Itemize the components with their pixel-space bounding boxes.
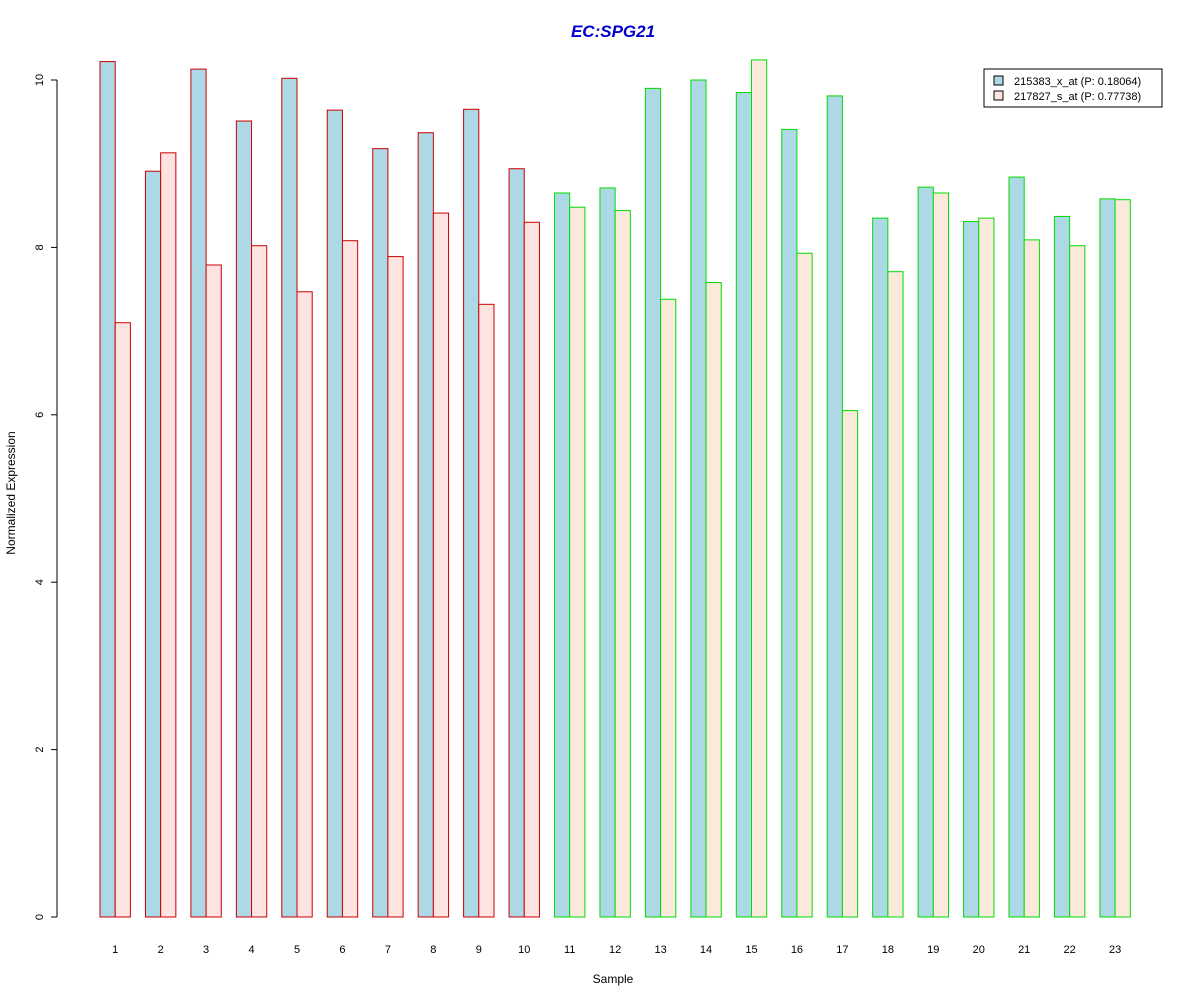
bar-series-2 (1114, 199, 1131, 918)
bar-series-1 (1008, 176, 1025, 918)
bar-series-1 (644, 87, 662, 918)
x-tick-label: 13 (654, 944, 666, 956)
bar-series-2 (887, 271, 904, 918)
bar-series-1 (190, 68, 207, 918)
x-tick-label: 20 (973, 944, 985, 956)
bar-series-1 (372, 148, 389, 918)
x-tick-label: 5 (294, 944, 300, 956)
bar-series-1 (781, 128, 798, 918)
y-tick-label: 2 (34, 747, 46, 753)
bar-series-1 (826, 95, 843, 918)
bar-series-1 (144, 170, 162, 918)
x-tick-label: 22 (1064, 944, 1076, 956)
y-tick-label: 6 (34, 412, 46, 418)
bar-series-1 (963, 220, 980, 918)
bar-series-1 (463, 108, 480, 918)
bar-series-2 (1069, 245, 1086, 918)
bar-series-2 (341, 240, 359, 918)
x-tick-label: 2 (158, 944, 164, 956)
x-axis-title: Sample (593, 972, 634, 986)
legend-swatch-series-2 (993, 90, 1004, 101)
bar-series-1 (99, 61, 116, 918)
x-tick-label: 4 (248, 944, 254, 956)
x-tick-label: 1 (112, 944, 118, 956)
y-tick-label: 0 (34, 914, 46, 920)
bar-series-2 (978, 217, 995, 918)
x-tick-label: 23 (1109, 944, 1121, 956)
bar-series-1 (690, 79, 707, 918)
bar-series-2 (705, 282, 722, 918)
legend-box (983, 68, 1163, 108)
legend: 215383_x_at (P: 0.18064) 217827_s_at (P:… (983, 68, 1163, 108)
x-tick-label: 15 (745, 944, 757, 956)
legend-swatch-series-1 (993, 75, 1004, 86)
legend-label-series-1: 215383_x_at (P: 0.18064) (1014, 76, 1141, 88)
bar-series-2 (432, 212, 450, 918)
bar-series-1 (872, 217, 889, 918)
x-tick-label: 7 (385, 944, 391, 956)
legend-label-series-2: 217827_s_at (P: 0.77738) (1014, 91, 1141, 103)
y-axis: 0 2 4 6 8 10 (34, 74, 58, 920)
x-tick-label: 21 (1018, 944, 1030, 956)
x-tick-label: 9 (476, 944, 482, 956)
x-tick-label: 6 (339, 944, 345, 956)
bar-series-1 (917, 186, 934, 918)
bar-series-2 (205, 264, 222, 918)
bar-series-1 (735, 92, 752, 918)
bar-series-1 (554, 192, 571, 918)
bar-series-2 (660, 298, 677, 918)
y-axis-title: Normalized Expression (4, 431, 18, 554)
bar-series-2 (296, 291, 313, 918)
y-tick-label: 4 (34, 579, 46, 585)
x-tick-label: 8 (430, 944, 436, 956)
bar-series-1 (1099, 198, 1116, 918)
bar-series-2 (796, 252, 813, 918)
bar-series-2 (251, 245, 268, 918)
bar-series-1 (326, 109, 343, 918)
x-tick-label: 18 (882, 944, 894, 956)
bar-series-1 (599, 187, 616, 918)
x-axis-ticks: 1 2 3 4 5 6 7 8 9 10 11 12 13 14 15 16 17 18 19 20 21 22 23 (112, 944, 1121, 956)
bar-series-2 (841, 410, 859, 918)
x-tick-label: 3 (203, 944, 209, 956)
bar-series-2 (614, 210, 631, 918)
bar-series-1 (508, 168, 525, 918)
x-tick-label: 10 (518, 944, 530, 956)
bar-series-2 (114, 322, 131, 918)
x-tick-label: 14 (700, 944, 712, 956)
x-tick-label: 16 (791, 944, 803, 956)
x-tick-label: 12 (609, 944, 621, 956)
bar-series-1 (417, 132, 434, 918)
bar-series-2 (387, 256, 404, 918)
bar-series-1 (235, 120, 253, 918)
bar-series-2 (1023, 239, 1040, 918)
bar-series-2 (751, 59, 768, 918)
bar-series-2 (160, 152, 177, 918)
bar-series-1 (281, 77, 298, 918)
bar-series-1 (1053, 215, 1071, 918)
bar-series-2 (523, 221, 540, 918)
bar-series-2 (478, 303, 495, 918)
x-tick-label: 11 (564, 944, 575, 956)
chart-title: EC:SPG21 (571, 22, 655, 41)
bar-series-2 (932, 192, 949, 918)
x-tick-label: 19 (927, 944, 939, 956)
bar-series-2 (569, 206, 586, 918)
y-tick-label: 10 (34, 74, 46, 86)
y-tick-label: 8 (34, 244, 46, 250)
bars (99, 59, 1131, 918)
x-tick-label: 17 (836, 944, 848, 956)
